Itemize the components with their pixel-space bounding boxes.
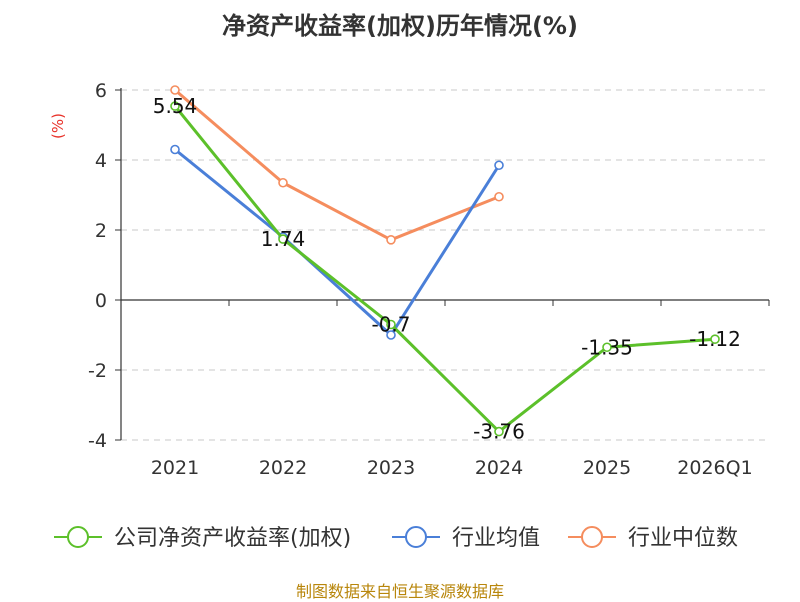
series-line xyxy=(174,88,500,242)
legend-label: 行业中位数 xyxy=(628,526,738,551)
legend-swatch-marker xyxy=(67,526,89,548)
y-tick-label: 6 xyxy=(95,80,107,102)
y-tick-label: 4 xyxy=(95,150,107,172)
chart-title: 净资产收益率(加权)历年情况(%) xyxy=(222,12,578,40)
series-line xyxy=(173,105,716,434)
data-point xyxy=(170,85,180,95)
data-point xyxy=(386,330,396,340)
data-point xyxy=(170,144,180,155)
legend: 公司净资产收益率(加权) 行业均值 行业中位数 xyxy=(54,526,738,551)
data-point xyxy=(494,160,504,171)
series xyxy=(170,85,720,437)
grid-lines xyxy=(121,89,769,441)
data-point xyxy=(494,426,504,437)
data-point xyxy=(602,342,612,353)
y-tick-label: -4 xyxy=(88,430,107,452)
x-tick-label: 2023 xyxy=(367,457,415,479)
data-label: -1.12 xyxy=(689,327,741,351)
series-line xyxy=(174,148,501,337)
data-source-note: 制图数据来自恒生聚源数据库 xyxy=(295,582,504,601)
data-point xyxy=(278,177,288,188)
data-point xyxy=(278,234,288,244)
x-tick-label: 2026Q1 xyxy=(677,457,752,479)
y-tick-label: 2 xyxy=(95,220,107,242)
data-point xyxy=(386,235,396,245)
legend-label: 行业均值 xyxy=(452,526,540,551)
data-point xyxy=(386,319,396,330)
x-tick-label: 2021 xyxy=(151,457,199,479)
x-tick-label: 2025 xyxy=(583,457,631,479)
axes: -4 -2 0 2 4 6 2021 2022 2023 2024 2025 2026Q1 (%) xyxy=(49,80,770,479)
data-label: 1.74 xyxy=(261,227,306,251)
data-point xyxy=(170,101,180,111)
legend-swatch-marker xyxy=(581,526,603,548)
data-label: -1.35 xyxy=(581,335,633,359)
data-label: -3.76 xyxy=(473,420,525,444)
y-tick-label: -2 xyxy=(88,360,107,382)
data-labels: 5.54 1.74 -0.7 -3.76 -1.35 -1.12 xyxy=(153,94,741,444)
x-tick-label: 2024 xyxy=(475,457,523,479)
legend-swatch-marker xyxy=(405,526,427,548)
data-point xyxy=(710,334,720,345)
data-point xyxy=(494,191,504,202)
y-axis-label: (%) xyxy=(49,113,67,139)
data-label: -0.7 xyxy=(371,313,410,337)
legend-label: 公司净资产收益率(加权) xyxy=(114,526,351,551)
x-tick-label: 2022 xyxy=(259,457,307,479)
data-label: 5.54 xyxy=(153,94,198,118)
y-tick-label: 0 xyxy=(95,290,107,312)
